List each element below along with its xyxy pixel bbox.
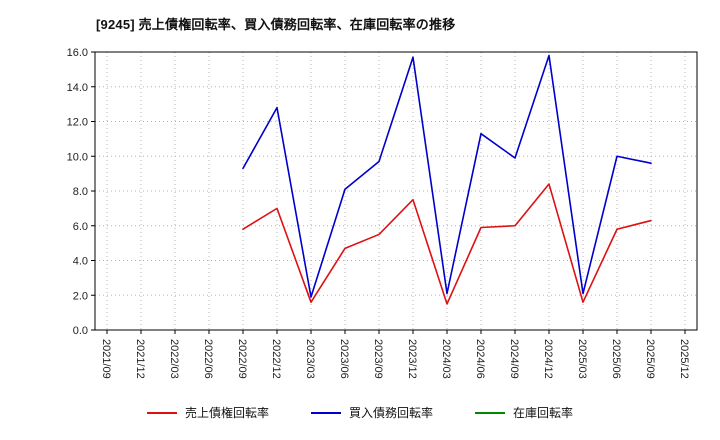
svg-text:6.0: 6.0 — [73, 221, 88, 233]
svg-text:2021/12: 2021/12 — [134, 339, 146, 379]
svg-text:2.0: 2.0 — [73, 290, 88, 302]
chart-legend: 売上債権回転率 買入債務回転率 在庫回転率 — [0, 404, 720, 421]
svg-text:14.0: 14.0 — [67, 82, 88, 94]
svg-text:2025/06: 2025/06 — [610, 339, 622, 379]
svg-text:2024/03: 2024/03 — [440, 339, 452, 379]
svg-text:8.0: 8.0 — [73, 186, 88, 198]
legend-item-payables-turnover: 買入債務回転率 — [310, 404, 433, 421]
chart-title: [9245] 売上債権回転率、買入債務回転率、在庫回転率の推移 — [96, 17, 456, 32]
legend-line-blue-icon — [310, 411, 341, 414]
legend-line-red-icon — [146, 411, 177, 414]
svg-text:2022/12: 2022/12 — [270, 339, 282, 379]
legend-label-inventory: 在庫回転率 — [513, 406, 574, 420]
series-line-0 — [242, 183, 652, 305]
legend-label-payables: 買入債務回転率 — [348, 406, 433, 420]
svg-text:2023/03: 2023/03 — [304, 339, 316, 379]
legend-item-inventory-turnover: 在庫回転率 — [475, 404, 573, 421]
svg-text:2022/03: 2022/03 — [168, 339, 180, 379]
axes — [91, 51, 686, 334]
plot-border — [94, 51, 698, 331]
svg-text:2025/12: 2025/12 — [678, 339, 690, 379]
svg-text:2025/03: 2025/03 — [576, 339, 588, 379]
svg-text:10.0: 10.0 — [67, 151, 88, 163]
legend-line-green-icon — [475, 411, 505, 414]
svg-text:2023/06: 2023/06 — [338, 339, 350, 379]
legend-item-receivables-turnover: 売上債権回転率 — [146, 404, 269, 421]
svg-text:0.0: 0.0 — [73, 325, 88, 337]
svg-text:4.0: 4.0 — [73, 256, 88, 268]
svg-text:16.0: 16.0 — [67, 47, 88, 59]
axis-labels: 2021/09 2021/12 2022/03 2022/06 2022/09 2022/… — [67, 47, 690, 379]
svg-text:2022/06: 2022/06 — [202, 339, 214, 379]
series-line-1 — [242, 54, 652, 298]
chart-canvas: 2021/09 2021/12 2022/03 2022/06 2022/09 2022/… — [67, 47, 698, 379]
svg-text:2021/09: 2021/09 — [100, 339, 112, 379]
svg-text:2025/09: 2025/09 — [644, 339, 656, 379]
svg-text:2024/06: 2024/06 — [474, 339, 486, 379]
grid — [95, 51, 697, 331]
svg-text:2022/09: 2022/09 — [236, 339, 248, 379]
svg-text:2024/12: 2024/12 — [542, 339, 554, 379]
svg-text:2023/12: 2023/12 — [406, 339, 418, 379]
svg-text:2024/09: 2024/09 — [508, 339, 520, 379]
svg-text:2023/09: 2023/09 — [372, 339, 384, 379]
legend-label-receivables: 売上債権回転率 — [184, 406, 269, 420]
svg-text:12.0: 12.0 — [67, 117, 88, 129]
